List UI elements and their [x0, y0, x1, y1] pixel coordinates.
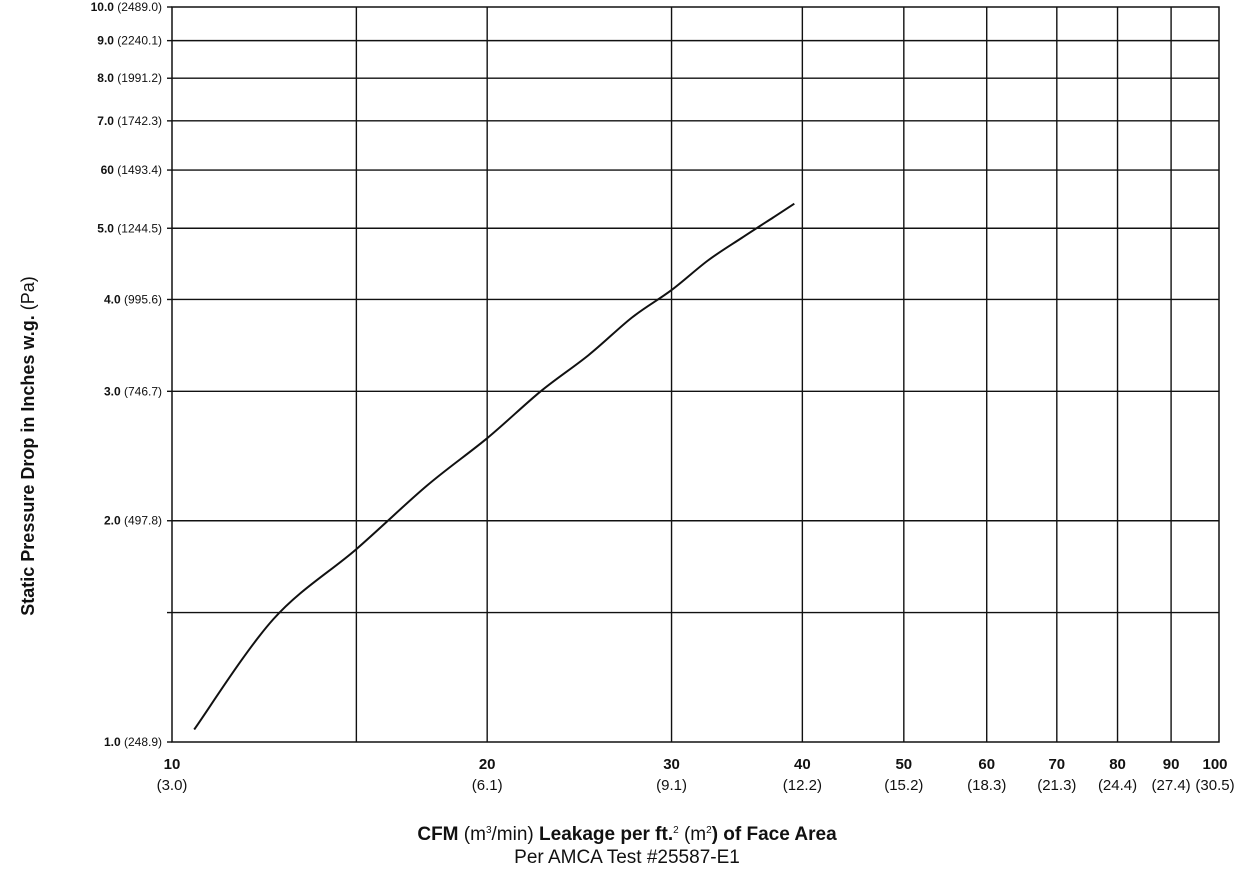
- y-tick-pascal: (2489.0): [114, 0, 162, 14]
- x-tick-value: 70: [1048, 756, 1065, 773]
- y-tick-label: 2.0 (497.8): [104, 514, 162, 528]
- x-tick-value: 60: [978, 756, 995, 773]
- y-axis-label-main: Static Pressure Drop in Inches w.g.: [18, 315, 38, 615]
- x-label-m2-close: ): [711, 824, 719, 845]
- x-tick-metric: (12.2): [783, 777, 822, 794]
- y-tick-label: 4.0 (995.6): [104, 292, 162, 306]
- grid-lines: [167, 6, 1219, 743]
- y-tick-pascal: (995.6): [121, 292, 162, 306]
- y-tick-pascal: (1991.2): [114, 71, 162, 85]
- x-label-sup-2a: 2: [673, 825, 679, 836]
- y-tick-pascal: (1742.3): [114, 114, 162, 128]
- y-tick-pascal: (248.9): [121, 735, 162, 749]
- y-tick-value: 4.0: [104, 292, 121, 306]
- y-axis-label-unit: (Pa): [18, 276, 38, 315]
- y-tick-label: 8.0 (1991.2): [97, 71, 162, 85]
- x-tick-value: 90: [1163, 756, 1180, 773]
- x-tick-value: 40: [794, 756, 811, 773]
- chart-subtitle: Per AMCA Test #25587-E1: [514, 847, 740, 868]
- y-tick-label: 10.0 (2489.0): [91, 0, 162, 14]
- y-tick-label: 5.0 (1244.5): [97, 221, 162, 235]
- y-tick-label: 1.0 (248.9): [104, 735, 162, 749]
- data-series: [193, 202, 795, 731]
- y-tick-value: 2.0: [104, 514, 121, 528]
- series-line: [193, 202, 795, 731]
- y-tick-value: 10.0: [91, 0, 115, 14]
- y-tick-value: 8.0: [97, 71, 114, 85]
- y-tick-label: 9.0 (2240.1): [97, 34, 162, 48]
- y-tick-value: 9.0: [97, 34, 114, 48]
- y-tick-value: 60: [101, 163, 115, 177]
- x-tick-labels: 10 (3.0) 20 (6.1) 30 (9.1) 40 (12.2) 50 (15.2) 60 (…: [157, 756, 1235, 794]
- x-label-cfm: CFM: [417, 824, 459, 845]
- y-tick-label: 3.0 (746.7): [104, 384, 162, 398]
- x-tick-metric: (9.1): [656, 777, 687, 794]
- x-label-sup-3: 3: [485, 825, 492, 836]
- y-tick-pascal: (1244.5): [114, 221, 162, 235]
- x-tick-value: 80: [1109, 756, 1126, 773]
- x-tick-metric: (3.0): [157, 777, 188, 794]
- x-tick-value: 50: [895, 756, 912, 773]
- x-tick-metric: (6.1): [472, 777, 503, 794]
- y-tick-label: 7.0 (1742.3): [97, 114, 162, 128]
- y-tick-value: 5.0: [97, 221, 114, 235]
- y-tick-value: 1.0: [104, 735, 121, 749]
- x-tick-metric: (24.4): [1098, 777, 1137, 794]
- x-label-sup-2b: 2: [706, 825, 712, 836]
- x-label-leakage: Leakage per ft.: [539, 824, 674, 845]
- x-tick-metric: (15.2): [884, 777, 923, 794]
- y-tick-pascal: (746.7): [121, 384, 162, 398]
- x-tick-metric: (30.5): [1195, 777, 1234, 794]
- x-tick-metric: (27.4): [1151, 777, 1190, 794]
- x-tick-value: 20: [479, 756, 496, 773]
- x-axis-label: CFM (m3/min) Leakage per ft.2 (m2) of Fa…: [0, 824, 1254, 846]
- y-tick-pascal: (497.8): [121, 514, 162, 528]
- x-tick-value: 30: [663, 756, 680, 773]
- y-tick-label: 60 (1493.4): [101, 163, 162, 177]
- x-label-unit-open: (m: [458, 824, 486, 845]
- plot-frame: [171, 6, 1220, 743]
- y-axis-label: Static Pressure Drop in Inches w.g. (Pa): [18, 276, 38, 615]
- y-tick-labels: 10.0 (2489.0) 9.0 (2240.1) 8.0 (1991.2) 7.0…: [91, 0, 162, 749]
- y-tick-value: 3.0: [104, 384, 121, 398]
- y-tick-pascal: (2240.1): [114, 34, 162, 48]
- y-tick-value: 7.0: [97, 114, 114, 128]
- x-label-unit-close: /min): [491, 824, 540, 845]
- y-tick-pascal: (1493.4): [114, 163, 162, 177]
- x-tick-value: 10: [164, 756, 181, 773]
- x-tick-metric: (18.3): [967, 777, 1006, 794]
- x-tick-value: 100: [1202, 756, 1227, 773]
- x-tick-metric: (21.3): [1037, 777, 1076, 794]
- x-label-m2-open: (m: [678, 824, 707, 845]
- x-label-face-area: of Face Area: [718, 824, 837, 845]
